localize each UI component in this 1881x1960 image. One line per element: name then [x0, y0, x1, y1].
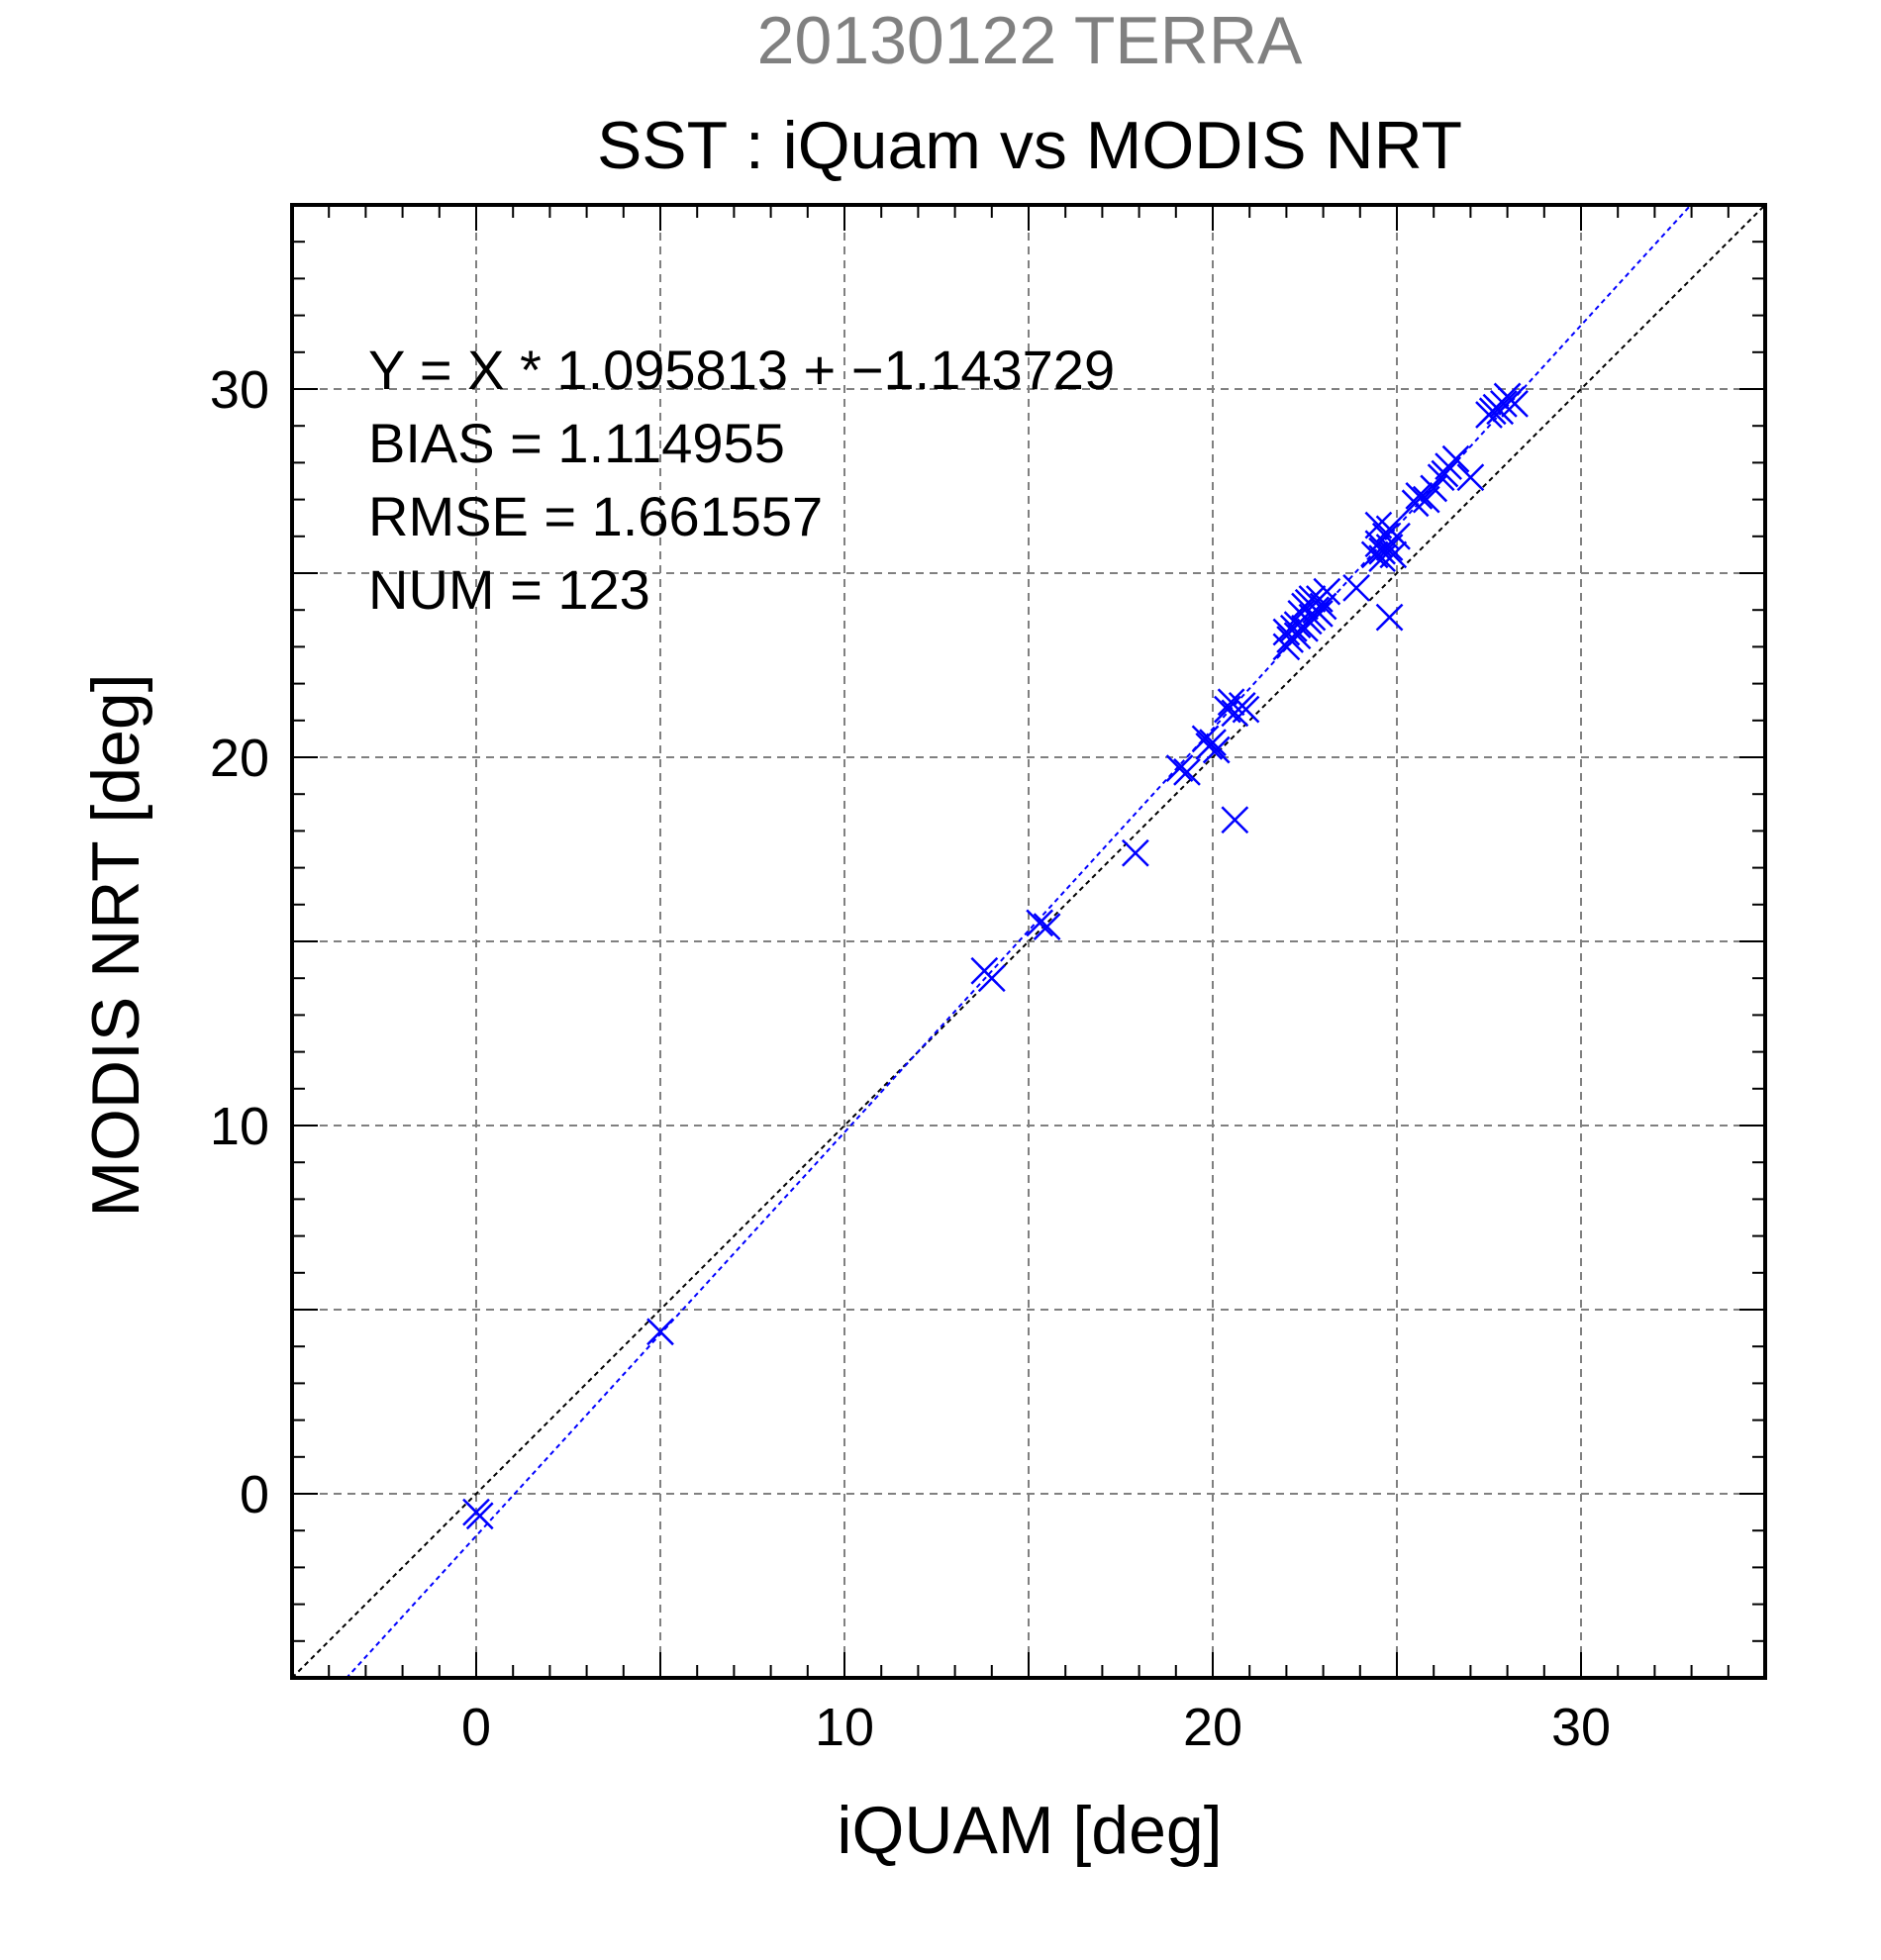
data-points: [462, 382, 1529, 1530]
grid-lines: [292, 205, 1765, 1678]
data-point: [1298, 585, 1327, 613]
data-point: [1202, 735, 1231, 764]
data-point: [977, 964, 1006, 993]
data-point: [646, 1318, 674, 1346]
data-point: [1401, 489, 1430, 518]
data-point: [1033, 913, 1061, 941]
data-point: [1441, 444, 1470, 473]
y-axis-label: MODIS NRT [deg]: [78, 673, 153, 1217]
data-point: [1165, 754, 1194, 783]
data-point: [1342, 573, 1370, 602]
plot-frame: [290, 203, 1767, 1680]
y-tick-labels: 0 10 20 30: [210, 360, 269, 1524]
data-point: [1232, 695, 1260, 724]
data-point: [1501, 389, 1529, 418]
data-point: [1371, 522, 1400, 550]
data-point: [1283, 622, 1312, 650]
data-point: [1375, 515, 1404, 543]
data-point: [1026, 909, 1054, 937]
x-tick-labels: 0 10 20 30: [461, 1698, 1611, 1757]
data-point: [1456, 463, 1485, 492]
data-point: [1379, 540, 1408, 569]
data-point: [1368, 544, 1397, 573]
chart-supertitle: 20130122 TERRA: [757, 3, 1303, 78]
data-point: [1375, 603, 1404, 632]
x-tick-label: 0: [461, 1698, 491, 1757]
y-tick-label: 20: [210, 729, 269, 788]
y-tick-label: 0: [240, 1465, 269, 1524]
data-point: [465, 1502, 494, 1530]
data-point: [1305, 600, 1334, 628]
stats-annotation: Y = X * 1.095813 + −1.143729 BIAS = 1.11…: [368, 339, 1115, 621]
data-point: [1121, 838, 1149, 867]
num-value: NUM = 123: [368, 558, 650, 621]
regression-equation: Y = X * 1.095813 + −1.143729: [368, 339, 1115, 401]
chart-title: SST : iQuam vs MODIS NRT: [597, 108, 1462, 183]
bias-value: BIAS = 1.114955: [368, 412, 785, 474]
data-point: [1489, 389, 1518, 418]
x-tick-label: 10: [815, 1698, 874, 1757]
y-tick-label: 10: [210, 1097, 269, 1156]
y-tick-label: 30: [210, 360, 269, 420]
data-point: [1283, 611, 1312, 638]
data-point: [1431, 459, 1459, 488]
data-point: [1199, 729, 1227, 757]
x-axis-label: iQUAM [deg]: [837, 1793, 1222, 1868]
data-point: [1221, 806, 1249, 834]
rmse-value: RMSE = 1.661557: [368, 485, 823, 547]
x-tick-label: 20: [1183, 1698, 1242, 1757]
data-point: [1217, 688, 1245, 717]
data-point: [1313, 577, 1341, 606]
data-point: [1173, 757, 1201, 786]
x-tick-label: 30: [1551, 1698, 1611, 1757]
data-point: [1405, 481, 1434, 510]
